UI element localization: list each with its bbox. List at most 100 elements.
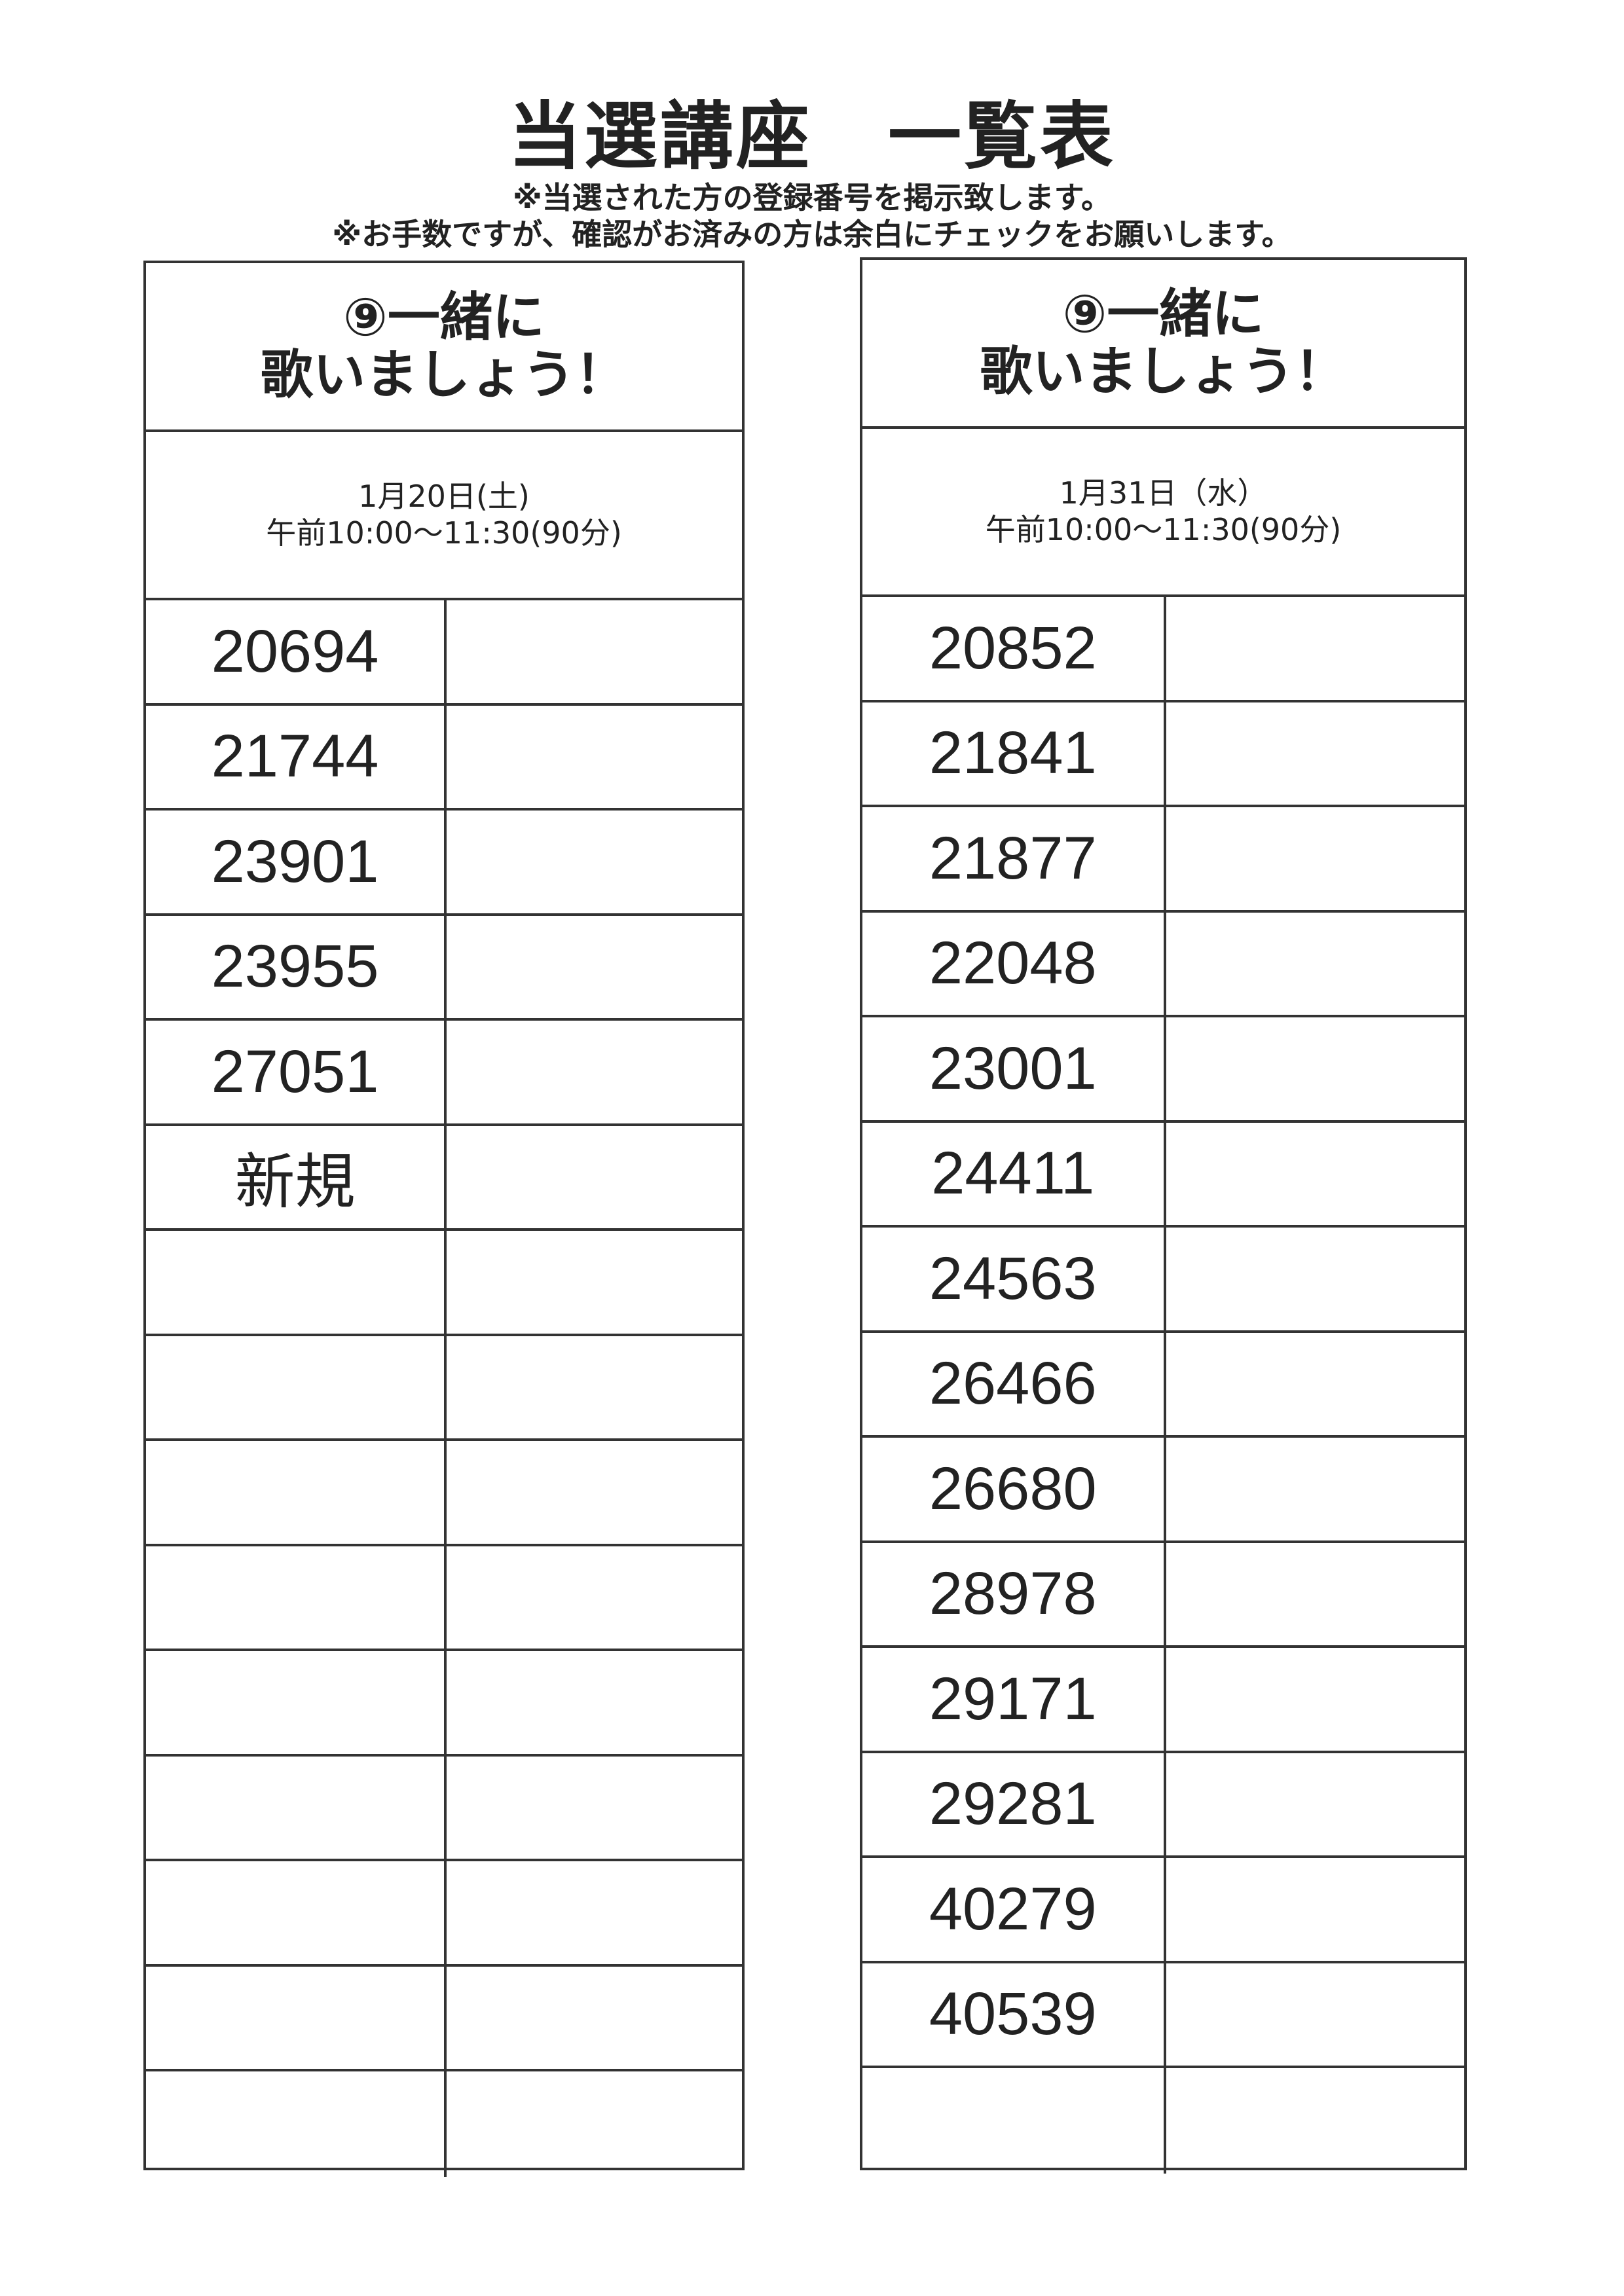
session-date: 1月31日（水）: [1059, 475, 1268, 511]
registration-number: 23001: [862, 1017, 1166, 1120]
check-cell[interactable]: [1166, 913, 1465, 1015]
table-row: 24563: [862, 1228, 1464, 1333]
registration-number: 新規: [146, 1125, 447, 1228]
check-cell[interactable]: [1166, 1123, 1465, 1226]
table-row: 23901: [146, 811, 742, 916]
registration-number: 29171: [862, 1648, 1166, 1751]
table-row: [146, 1546, 742, 1651]
course-name-line-2: 歌いましょう！: [261, 344, 627, 405]
table-row: [146, 1756, 742, 1861]
course-name-line-2: 歌いましょう！: [980, 341, 1347, 402]
check-cell[interactable]: [1166, 1543, 1465, 1646]
table-row: 29281: [862, 1753, 1465, 1858]
registration-number: 26466: [862, 1332, 1166, 1435]
table-row: 21877: [862, 807, 1464, 913]
table-row: [146, 1966, 742, 2071]
registration-number: [146, 1546, 447, 1649]
registration-number: 40279: [862, 1858, 1166, 1961]
check-cell[interactable]: [1166, 1753, 1465, 1856]
table-row: [146, 1231, 742, 1336]
session-time: 午前10:00～11:30(90分): [266, 515, 622, 551]
check-cell[interactable]: [447, 1441, 742, 1544]
check-cell[interactable]: [447, 1546, 742, 1649]
check-cell[interactable]: [447, 1336, 742, 1439]
check-cell[interactable]: [1166, 1858, 1465, 1961]
table-row: 28978: [862, 1542, 1465, 1648]
notice-line-1: ※当選された方の登録番号を掲示致します。: [512, 180, 1112, 215]
session-datetime: 1月20日(土) 午前10:00～11:30(90分): [146, 432, 742, 600]
registration-number: [146, 1336, 447, 1438]
check-cell[interactable]: [1166, 1228, 1465, 1330]
registration-number: 24563: [862, 1228, 1166, 1330]
registration-number: 21877: [862, 807, 1166, 910]
check-cell[interactable]: [1166, 597, 1465, 700]
registration-number: [146, 2071, 447, 2177]
check-cell[interactable]: [447, 706, 742, 809]
table-row: [146, 1336, 742, 1441]
session-datetime: 1月31日（水） 午前10:00～11:30(90分): [862, 429, 1464, 597]
check-cell[interactable]: [447, 2071, 742, 2177]
table-row: [146, 1861, 742, 1967]
check-cell[interactable]: [1166, 1438, 1465, 1540]
table-row: 21744: [146, 705, 742, 811]
table-row: 26680: [862, 1438, 1464, 1543]
winners-table-jan31: ⑨一緒に 歌いましょう！ 1月31日（水） 午前10:00～11:30(90分)…: [860, 257, 1467, 2174]
table-row: 24411: [862, 1122, 1465, 1228]
session-date: 1月20日(土): [358, 479, 530, 515]
check-cell[interactable]: [447, 1967, 742, 2069]
check-cell[interactable]: [447, 916, 742, 1019]
table-row: 新規: [146, 1125, 742, 1231]
check-cell[interactable]: [1166, 2068, 1465, 2174]
course-name: ⑨一緒に 歌いましょう！: [862, 260, 1464, 429]
course-name: ⑨一緒に 歌いましょう！: [146, 263, 742, 432]
check-cell[interactable]: [447, 1861, 742, 1964]
table-row: 40279: [862, 1858, 1464, 1963]
registration-number: 23901: [146, 811, 447, 913]
registration-number: [146, 1651, 447, 1754]
registration-number: 27051: [146, 1021, 447, 1123]
registration-number: 26680: [862, 1438, 1166, 1540]
table-row: 20852: [862, 597, 1464, 702]
table-row: 27051: [146, 1021, 742, 1126]
table-row: 22048: [862, 912, 1465, 1017]
check-cell[interactable]: [1166, 1648, 1465, 1751]
table-row: 23001: [862, 1017, 1464, 1123]
check-cell[interactable]: [447, 811, 742, 913]
check-cell[interactable]: [1166, 807, 1465, 910]
registration-number: [862, 2068, 1166, 2174]
registration-number: 21744: [146, 705, 447, 808]
check-cell[interactable]: [447, 600, 742, 703]
table-row: 26466: [862, 1332, 1465, 1438]
notice-line-2: ※お手数ですが、確認がお済みの方は余白にチェックをお願いします。: [332, 217, 1292, 252]
table-row: 21841: [862, 702, 1465, 807]
course-name-line-1: ⑨一緒に: [343, 287, 545, 348]
page-title: 当選講座 一覧表: [508, 94, 1116, 179]
check-cell[interactable]: [1166, 702, 1465, 805]
registration-number: 20694: [146, 600, 447, 703]
table-row: 20694: [146, 600, 742, 706]
registration-number: [146, 1861, 447, 1964]
check-cell[interactable]: [447, 1021, 742, 1123]
check-cell[interactable]: [1166, 1963, 1465, 2066]
registration-number: [146, 1441, 447, 1544]
check-cell[interactable]: [1166, 1333, 1465, 1436]
table-row: [862, 2068, 1464, 2174]
registration-number: [146, 1231, 447, 1334]
check-cell[interactable]: [1166, 1017, 1465, 1120]
check-cell[interactable]: [447, 1757, 742, 1859]
check-cell[interactable]: [447, 1231, 742, 1334]
table-row: [146, 1441, 742, 1546]
registration-number: [146, 1756, 447, 1859]
check-cell[interactable]: [447, 1651, 742, 1754]
registration-number: [146, 1966, 447, 2069]
course-name-line-1: ⑨一緒に: [1062, 283, 1264, 344]
registration-number: 28978: [862, 1542, 1166, 1645]
table-row: 23955: [146, 915, 742, 1021]
registration-number: 20852: [862, 597, 1166, 700]
table-row: [146, 1651, 742, 1757]
registration-number: 24411: [862, 1122, 1166, 1225]
registration-number: 29281: [862, 1753, 1166, 1855]
table-row: 40539: [862, 1963, 1465, 2068]
check-cell[interactable]: [447, 1126, 742, 1229]
winners-table-jan20: ⑨一緒に 歌いましょう！ 1月20日(土) 午前10:00～11:30(90分)…: [143, 261, 745, 2177]
